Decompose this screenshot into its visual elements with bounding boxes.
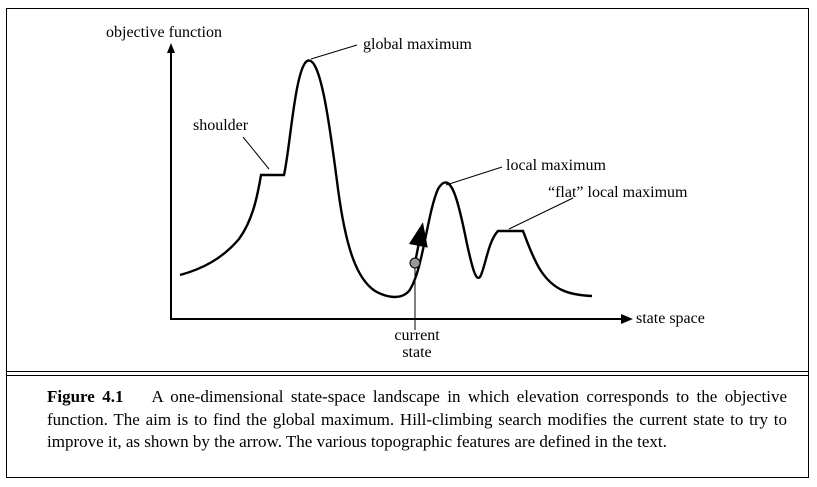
landscape-svg: objective function global maximum should… (106, 24, 705, 361)
global-maximum-label: global maximum (363, 36, 472, 53)
current-state-label-line2: state (402, 344, 431, 361)
global-max-leader (310, 44, 358, 60)
landscape-diagram: objective function global maximum should… (7, 9, 808, 369)
local-max-leader (445, 166, 503, 186)
shoulder-label: shoulder (193, 117, 249, 134)
current-state-label-line1: current (394, 327, 440, 344)
caption-text: A one-dimensional state-space landscape … (47, 387, 787, 451)
flat-local-max-leader (508, 197, 574, 230)
figure-caption: Figure 4.1 A one-dimensional state-space … (47, 386, 787, 454)
y-axis-label: objective function (106, 24, 222, 41)
landscape-curve (179, 59, 593, 299)
improvement-arrow (408, 222, 428, 264)
figure-frame: objective function global maximum should… (6, 8, 809, 478)
y-axis-arrowhead (167, 43, 175, 53)
shoulder-leader (242, 136, 270, 170)
caption-label: Figure 4.1 (47, 387, 124, 406)
caption-divider-top (7, 371, 808, 372)
caption-divider-bottom (7, 375, 808, 376)
local-maximum-label: local maximum (506, 157, 607, 174)
x-axis-label: state space (636, 310, 705, 327)
flat-local-maximum-label: “flat” local maximum (548, 184, 688, 201)
current-state-dot (409, 257, 421, 269)
x-axis-arrowhead (621, 314, 633, 324)
